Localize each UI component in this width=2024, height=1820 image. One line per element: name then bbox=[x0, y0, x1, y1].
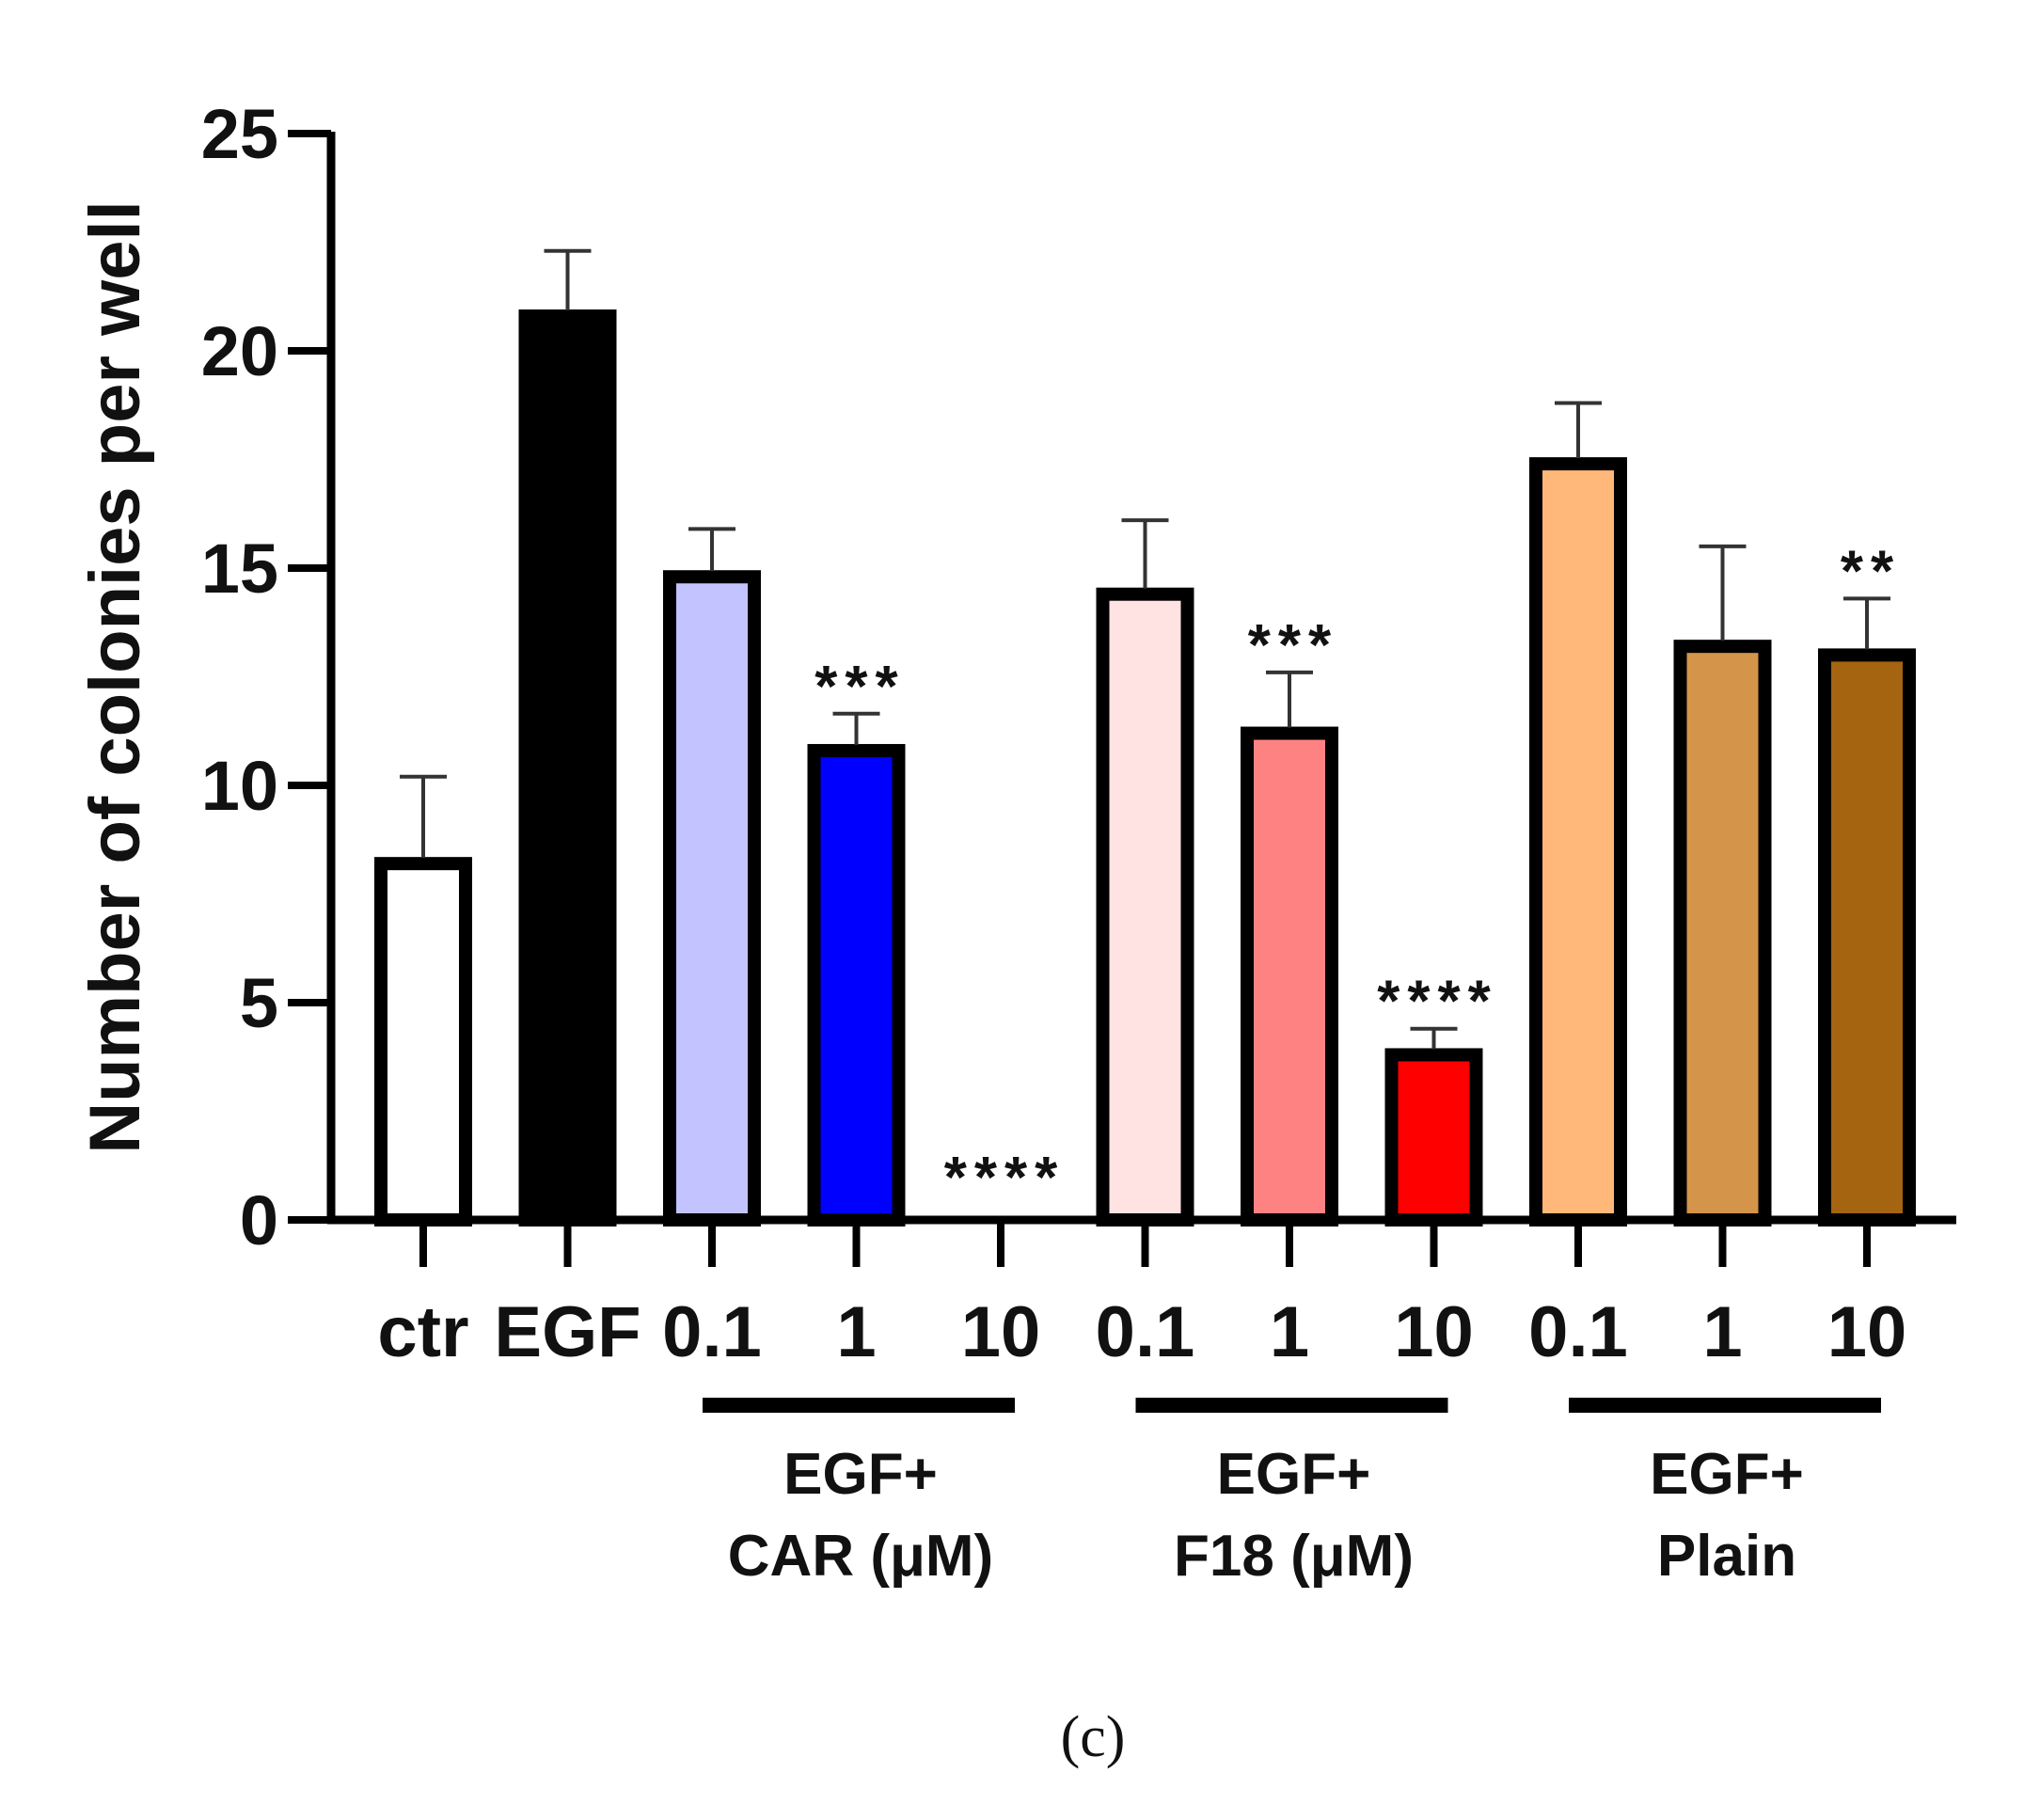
x-tick-label: ctr bbox=[377, 1292, 468, 1372]
bar bbox=[1384, 1048, 1483, 1227]
x-axis: ctr EGF 0.1 1 10 0.1 1 10 0.1 1 10 bbox=[327, 1215, 1956, 1372]
group-label-line1: EGF+ bbox=[783, 1442, 938, 1507]
group-labels: EGF+ CAR (μM) EGF+ F18 (μM) EGF+ Plain bbox=[703, 1398, 1881, 1589]
bar bbox=[663, 570, 761, 1227]
group-label-line2: Plain bbox=[1657, 1524, 1796, 1589]
bar bbox=[1673, 640, 1772, 1227]
significance-marker: *** bbox=[814, 655, 905, 720]
y-tick-label: 0 bbox=[240, 1181, 278, 1259]
bars bbox=[374, 309, 1916, 1227]
y-axis-title: Number of colonies per well bbox=[75, 200, 155, 1154]
y-tick-label: 15 bbox=[201, 530, 278, 608]
x-tick-label: 10 bbox=[1827, 1292, 1907, 1372]
significance-marker: **** bbox=[1377, 970, 1498, 1035]
x-tick-label: 1 bbox=[1702, 1292, 1742, 1372]
significance-markers: **************** bbox=[814, 539, 1901, 1211]
significance-marker: **** bbox=[944, 1146, 1066, 1211]
group-label-line1: EGF+ bbox=[1650, 1442, 1804, 1507]
panel-label: (c) bbox=[1061, 1705, 1126, 1769]
x-tick-label: 0.1 bbox=[1096, 1292, 1195, 1372]
bar bbox=[1096, 587, 1194, 1227]
x-tick-label: 10 bbox=[961, 1292, 1041, 1372]
group-label-line1: EGF+ bbox=[1217, 1442, 1371, 1507]
error-bars bbox=[400, 248, 1890, 1050]
y-tick-label: 20 bbox=[201, 312, 278, 390]
x-tick-label: 0.1 bbox=[662, 1292, 762, 1372]
significance-marker: ** bbox=[1841, 539, 1901, 604]
bar bbox=[1529, 457, 1627, 1227]
x-tick-label: 10 bbox=[1394, 1292, 1474, 1372]
bar bbox=[807, 744, 906, 1227]
bar bbox=[518, 309, 617, 1227]
bar bbox=[1241, 726, 1338, 1227]
group-label-line2: F18 (μM) bbox=[1174, 1524, 1414, 1589]
bar bbox=[374, 857, 472, 1227]
bar bbox=[1818, 648, 1916, 1227]
y-tick-label: 10 bbox=[201, 747, 278, 825]
x-tick-label: 1 bbox=[1270, 1292, 1309, 1372]
x-tick-label: EGF bbox=[494, 1292, 640, 1372]
group-label-line2: CAR (μM) bbox=[728, 1524, 993, 1589]
x-tick-label: 1 bbox=[836, 1292, 876, 1372]
y-axis: 0 5 10 15 20 25 bbox=[201, 95, 336, 1259]
x-tick-label: 0.1 bbox=[1528, 1292, 1628, 1372]
y-tick-label: 25 bbox=[201, 95, 278, 173]
significance-marker: *** bbox=[1248, 613, 1338, 678]
y-tick-label: 5 bbox=[240, 964, 278, 1042]
